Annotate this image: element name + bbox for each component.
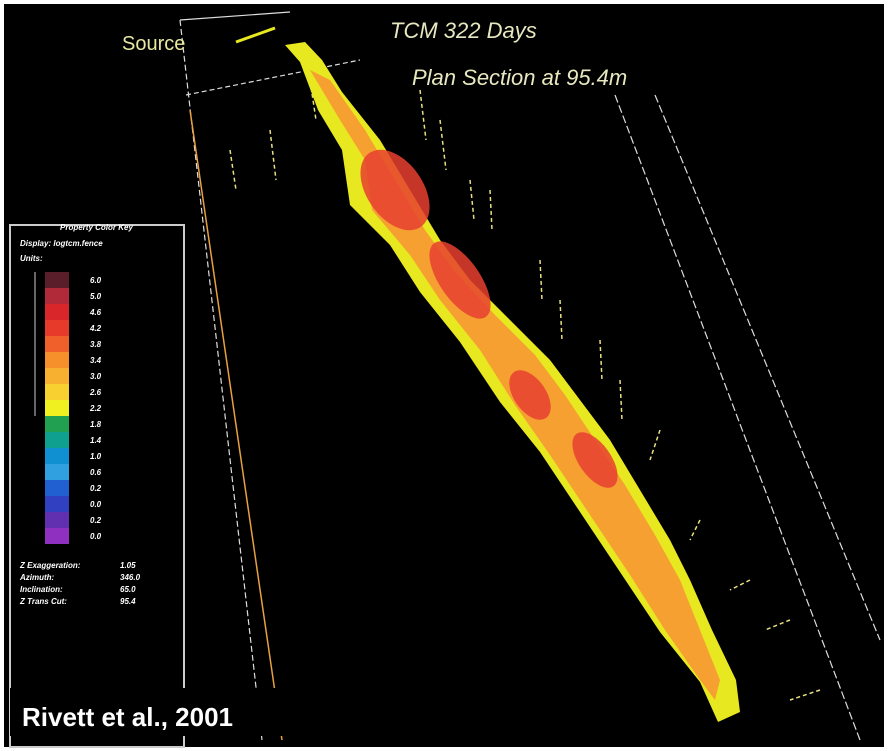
source-label: Source [122,33,185,55]
color-swatch [45,528,69,544]
swatch-label: 2.2 [89,404,102,413]
color-swatch [45,272,69,288]
color-swatch [45,432,69,448]
swatch-label: 0.2 [90,516,102,525]
swatch-label: 6.0 [90,276,102,285]
legend-title: Property Color Key [60,223,133,232]
stat-label: Z Exaggeration: [19,561,81,570]
swatch-label: 1.4 [90,436,102,445]
stat-value: 1.05 [120,561,136,570]
stat-value: 95.4 [120,597,136,606]
color-swatch [45,512,69,528]
color-swatch [45,368,69,384]
color-swatch [45,320,69,336]
color-swatch [45,496,69,512]
legend-display: Display: logtcm.fence [20,239,103,248]
swatch-label: 2.6 [89,388,102,397]
color-swatch [45,480,69,496]
color-swatch [45,288,69,304]
legend: Property Color Key Display: logtcm.fence… [9,223,185,748]
swatch-label: 0.0 [90,500,102,509]
swatch-label: 4.2 [89,324,102,333]
credit-bg [10,688,298,736]
subtitle: Plan Section at 95.4m [412,65,627,90]
color-swatch [45,448,69,464]
stat-value: 346.0 [120,573,141,582]
swatch-label: 3.4 [90,356,102,365]
swatch-label: 5.0 [90,292,102,301]
swatch-label: 4.6 [89,308,102,317]
plume-hotspots [360,149,618,488]
swatch-label: 3.8 [90,340,102,349]
stat-label: Azimuth: [19,573,55,582]
swatch-label: 0.6 [90,468,102,477]
color-swatch [45,400,69,416]
color-swatch [45,416,69,432]
stat-label: Z Trans Cut: [19,597,67,606]
color-swatch [45,304,69,320]
swatch-label: 3.0 [90,372,102,381]
well-ticks [229,79,821,701]
swatch-label: 0.2 [90,484,102,493]
color-swatch [45,352,69,368]
swatch-label: 1.0 [90,452,102,461]
stat-value: 65.0 [120,585,136,594]
section-line [189,109,283,741]
color-swatch [45,384,69,400]
swatch-label: 0.0 [90,532,102,541]
credit: Rivett et al., 2001 [22,702,233,732]
color-swatch [45,464,69,480]
swatch-label: 1.8 [90,420,102,429]
title: TCM 322 Days [390,18,537,43]
source-arrow [235,26,276,44]
stat-label: Inclination: [20,585,63,594]
color-swatch [45,336,69,352]
legend-units: Units: [20,254,43,263]
